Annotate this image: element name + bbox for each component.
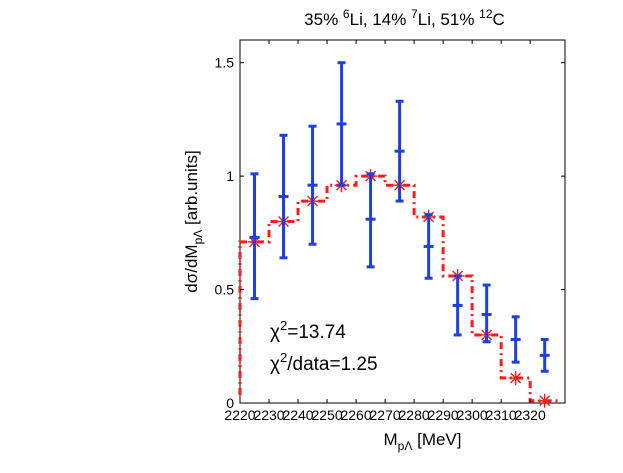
data-point [336, 61, 347, 187]
model-point [508, 371, 523, 386]
model-star-stroke [510, 372, 522, 384]
annotations: χ2=13.74 χ2/data=1.25 [270, 318, 378, 375]
chi2-annotation: χ2/data=1.25 [270, 350, 378, 375]
x-tick-label: 2310 [486, 407, 517, 423]
data-point [278, 133, 289, 260]
x-tick-label: 2270 [370, 407, 401, 423]
x-tick-label: 2230 [253, 407, 284, 423]
data-point [394, 99, 405, 203]
chart-title: 35% 6Li, 14% 7Li, 51% 12C [304, 7, 505, 29]
title-text: 35% 6Li, 14% 7Li, 51% 12C [304, 7, 505, 29]
x-tick-label: 2300 [457, 407, 488, 423]
x-tick-label: 2290 [428, 407, 459, 423]
y-axis-label: dσ/dMpΛ [arb.units] [182, 150, 205, 292]
y-tick-label: 1.5 [215, 55, 235, 71]
chi2-annotation: χ2=13.74 [270, 318, 346, 343]
x-tick-label: 2260 [340, 407, 371, 423]
y-tick-label: 1 [226, 168, 234, 184]
data-point [365, 172, 376, 269]
x-tick-label: 2320 [515, 407, 546, 423]
x-axis-label: MpΛ [MeV] [384, 430, 462, 453]
x-tick-label: 2250 [311, 407, 342, 423]
data-point [510, 315, 521, 364]
y-tick-label: 0 [226, 395, 234, 411]
y-tick-label: 0.5 [215, 282, 235, 298]
data-point [423, 213, 434, 280]
data-point [249, 172, 260, 301]
x-tick-label: 2280 [399, 407, 430, 423]
model-point [537, 393, 552, 408]
model-star-stroke [539, 395, 551, 407]
axis-labels: MpΛ [MeV] dσ/dMpΛ [arb.units] [182, 150, 462, 453]
data-point [539, 337, 550, 373]
x-tick-label: 2240 [282, 407, 313, 423]
data-series [249, 61, 550, 373]
data-point [307, 124, 318, 246]
data-point [452, 274, 463, 337]
axes: 2220223022402250226022702280229023002310… [215, 40, 565, 423]
x-tick-label: 2220 [224, 407, 255, 423]
data-point [481, 283, 492, 344]
